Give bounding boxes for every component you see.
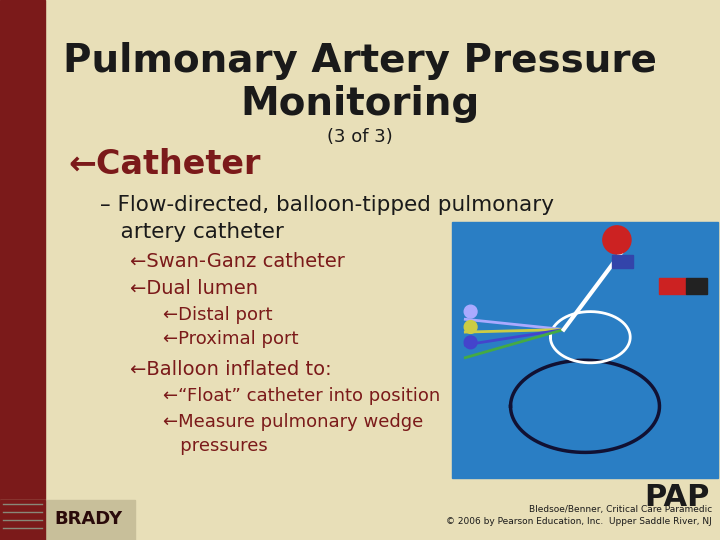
Circle shape <box>464 336 477 349</box>
Text: ←Distal port: ←Distal port <box>163 306 272 324</box>
Text: ←Proximal port: ←Proximal port <box>163 330 299 348</box>
Circle shape <box>603 226 631 254</box>
Circle shape <box>464 321 477 333</box>
Text: ←Swan-Ganz catheter: ←Swan-Ganz catheter <box>130 252 345 271</box>
Text: Bledsoe/Benner, Critical Care Paramedic: Bledsoe/Benner, Critical Care Paramedic <box>528 505 712 514</box>
Bar <box>0 0 45 540</box>
Text: – Flow-directed, balloon-tipped pulmonary: – Flow-directed, balloon-tipped pulmonar… <box>100 195 554 215</box>
Bar <box>611 255 633 268</box>
Bar <box>686 278 707 294</box>
Text: pressures: pressures <box>163 437 268 455</box>
Text: BRADY: BRADY <box>54 510 122 528</box>
Bar <box>452 222 718 478</box>
Text: artery catheter: artery catheter <box>100 222 284 242</box>
Text: © 2006 by Pearson Education, Inc.  Upper Saddle River, NJ: © 2006 by Pearson Education, Inc. Upper … <box>446 517 712 526</box>
Text: PAP: PAP <box>644 483 710 512</box>
Text: Pulmonary Artery Pressure: Pulmonary Artery Pressure <box>63 42 657 80</box>
Text: ←Measure pulmonary wedge: ←Measure pulmonary wedge <box>163 413 423 431</box>
Bar <box>0 500 135 540</box>
Bar <box>660 278 686 294</box>
Text: ←Dual lumen: ←Dual lumen <box>130 279 258 298</box>
Circle shape <box>464 305 477 318</box>
Text: ←Catheter: ←Catheter <box>68 148 261 181</box>
Bar <box>0 500 45 540</box>
Text: ←Balloon inflated to:: ←Balloon inflated to: <box>130 360 332 379</box>
Text: ←“Float” catheter into position: ←“Float” catheter into position <box>163 387 440 405</box>
Text: Monitoring: Monitoring <box>240 85 480 123</box>
Text: (3 of 3): (3 of 3) <box>327 128 393 146</box>
